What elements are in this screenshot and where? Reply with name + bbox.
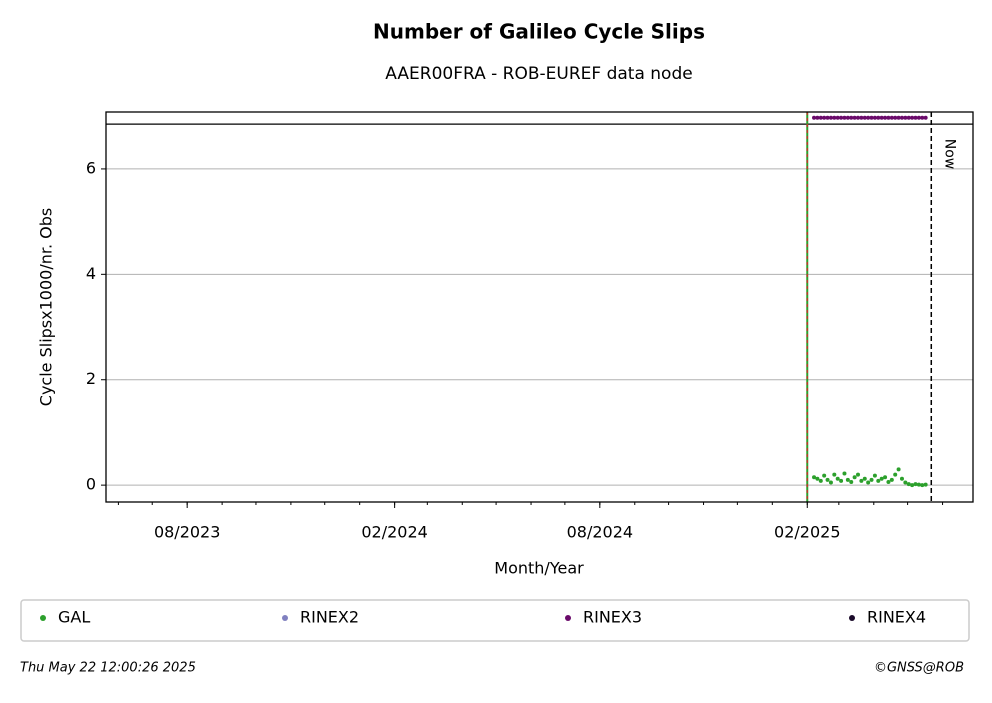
point (835, 476, 840, 481)
timestamp: Thu May 22 12:00:26 2025 (20, 661, 196, 676)
point (899, 115, 904, 120)
x-tick-label: 02/2025 (774, 523, 840, 542)
point (849, 115, 854, 120)
point (859, 478, 864, 483)
y-tick-label: 0 (86, 475, 96, 494)
point (828, 480, 833, 485)
chart-title: Number of Galileo Cycle Slips (373, 20, 705, 44)
point (923, 482, 928, 487)
point (835, 115, 840, 120)
point (869, 115, 874, 120)
y-tick-label: 4 (86, 264, 96, 283)
point (896, 115, 901, 120)
point (889, 477, 894, 482)
point (896, 467, 901, 472)
point (872, 115, 877, 120)
point (859, 115, 864, 120)
legend-label: GAL (58, 608, 90, 627)
point (889, 115, 894, 120)
point (876, 478, 881, 483)
legend-label: RINEX3 (583, 608, 642, 627)
point (866, 115, 871, 120)
point (886, 479, 891, 484)
point (913, 482, 918, 487)
point (832, 472, 837, 477)
point (818, 478, 823, 483)
point (849, 479, 854, 484)
legend-marker (849, 615, 855, 621)
point (856, 115, 861, 120)
point (920, 115, 925, 120)
plot-frame (105, 111, 974, 503)
point (839, 478, 844, 483)
legend-marker (40, 615, 46, 621)
legend-label: RINEX2 (300, 608, 359, 627)
point (893, 472, 898, 477)
point (862, 476, 867, 481)
point (845, 115, 850, 120)
point (879, 476, 884, 481)
point (910, 115, 915, 120)
point (916, 482, 921, 487)
point (903, 115, 908, 120)
legend-marker (282, 615, 288, 621)
point (842, 471, 847, 476)
point (852, 475, 857, 480)
point (825, 115, 830, 120)
point (893, 115, 898, 120)
legend-marker (565, 615, 571, 621)
chart-subtitle: AAER00FRA - ROB-EUREF data node (385, 64, 692, 84)
point (872, 473, 877, 478)
x-axis-label: Month/Year (494, 559, 584, 578)
point (822, 115, 827, 120)
y-tick-label: 6 (86, 158, 96, 177)
point (845, 477, 850, 482)
point (862, 115, 867, 120)
point (866, 480, 871, 485)
point (822, 473, 827, 478)
point (818, 115, 823, 120)
point (906, 482, 911, 487)
point (856, 472, 861, 477)
point (879, 115, 884, 120)
legend-box (20, 599, 970, 642)
now-label: Now (941, 139, 957, 170)
point (869, 477, 874, 482)
y-axis-label: Cycle Slipsx1000/nr. Obs (37, 208, 56, 406)
point (815, 476, 820, 481)
point (920, 483, 925, 488)
x-tick-label: 02/2024 (361, 523, 427, 542)
point (839, 115, 844, 120)
y-tick-label: 2 (86, 369, 96, 388)
point (876, 115, 881, 120)
point (883, 475, 888, 480)
point (899, 476, 904, 481)
x-tick-label: 08/2024 (567, 523, 633, 542)
point (828, 115, 833, 120)
point (886, 115, 891, 120)
point (832, 115, 837, 120)
point (916, 115, 921, 120)
point (812, 115, 817, 120)
point (906, 115, 911, 120)
credit: ©GNSS@ROB (874, 661, 964, 676)
point (923, 115, 928, 120)
point (913, 115, 918, 120)
point (825, 477, 830, 482)
point (812, 475, 817, 480)
point (883, 115, 888, 120)
point (815, 115, 820, 120)
legend-label: RINEX4 (867, 608, 926, 627)
point (903, 480, 908, 485)
x-tick-label: 08/2023 (154, 523, 220, 542)
point (842, 115, 847, 120)
point (852, 115, 857, 120)
point (910, 483, 915, 488)
